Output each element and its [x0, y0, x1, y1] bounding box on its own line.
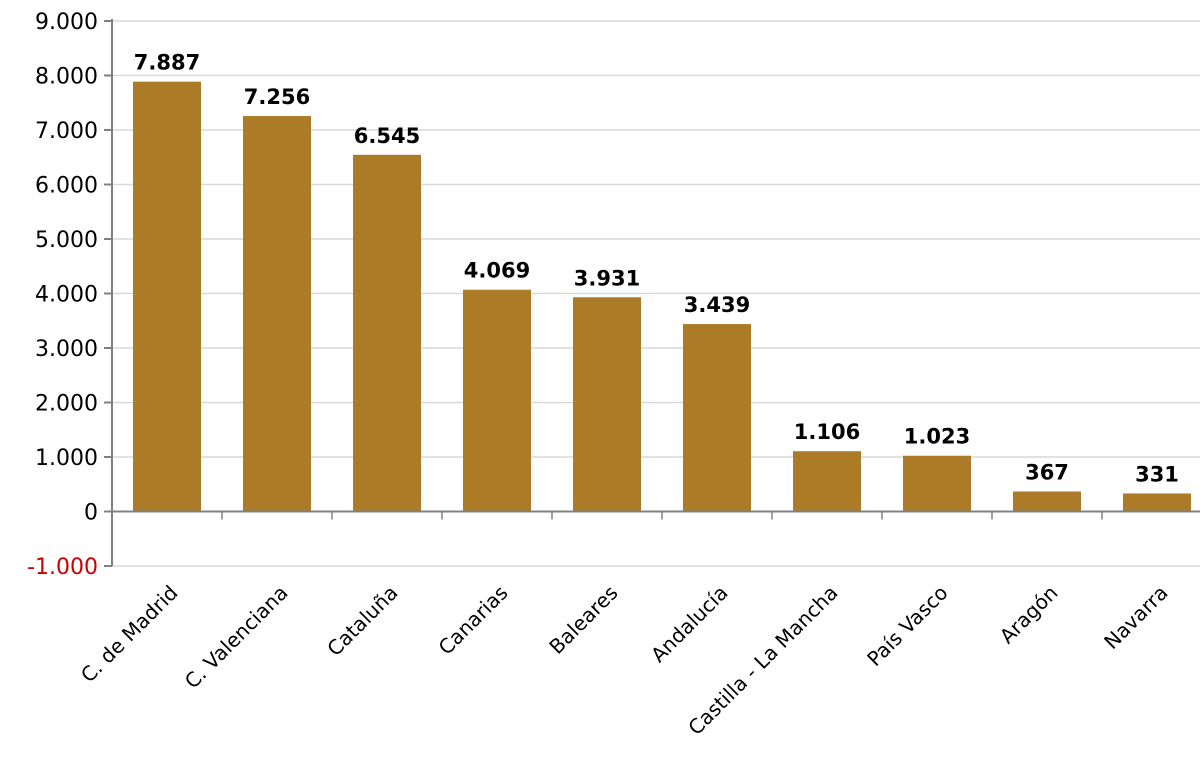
data-label: 367 — [1025, 460, 1069, 484]
bar — [353, 154, 421, 512]
bar — [1013, 491, 1081, 512]
data-label: 3.931 — [574, 266, 640, 290]
x-tick-label: Aragón — [995, 581, 1063, 649]
y-axis-tick-labels: -1.000 0 1.000 2.000 3.000 4.000 5.000 6.000 7.0… — [27, 10, 98, 580]
bar — [793, 451, 861, 512]
x-tick-label: C. Valenciana — [180, 581, 293, 694]
y-tick-label: 5.000 — [35, 228, 98, 253]
y-tick-label: -1.000 — [27, 555, 98, 580]
bar — [463, 289, 531, 512]
data-label: 3.439 — [684, 293, 750, 317]
x-tick-label: Baleares — [544, 581, 622, 659]
y-tick-label: 6.000 — [35, 174, 98, 199]
bar — [903, 455, 971, 512]
y-tick-label: 4.000 — [35, 283, 98, 308]
y-tick-label: 2.000 — [35, 392, 98, 417]
data-label: 1.023 — [904, 425, 970, 449]
y-tick-label: 1.000 — [35, 446, 98, 471]
y-tick-label: 0 — [84, 501, 98, 526]
data-label: 331 — [1135, 462, 1179, 486]
x-tick-label: Navarra — [1099, 581, 1172, 654]
bar — [133, 81, 201, 512]
data-label: 1.106 — [794, 420, 860, 444]
x-tick-label: C. de Madrid — [76, 581, 183, 688]
y-tick-label: 9.000 — [35, 10, 98, 35]
data-label: 4.069 — [464, 259, 530, 283]
bar — [243, 116, 311, 512]
y-tick-label: 7.000 — [35, 119, 98, 144]
bar — [573, 297, 641, 512]
x-tick-label: Andalucía — [646, 581, 733, 668]
data-label: 6.545 — [354, 124, 420, 148]
bars — [133, 81, 1191, 512]
x-tick-label: Canarias — [434, 581, 513, 660]
data-label: 7.256 — [244, 85, 310, 109]
y-tick-label: 3.000 — [35, 337, 98, 362]
bar — [1123, 493, 1191, 512]
axes — [104, 19, 1200, 567]
data-label: 7.887 — [134, 51, 200, 75]
x-tick-label: País Vasco — [862, 581, 952, 671]
bar — [683, 324, 751, 512]
y-tick-label: 8.000 — [35, 65, 98, 90]
data-labels: 7.887 7.256 6.545 4.069 3.931 3.439 1.106 1.023… — [134, 51, 1179, 487]
x-tick-label: Cataluña — [322, 581, 402, 661]
